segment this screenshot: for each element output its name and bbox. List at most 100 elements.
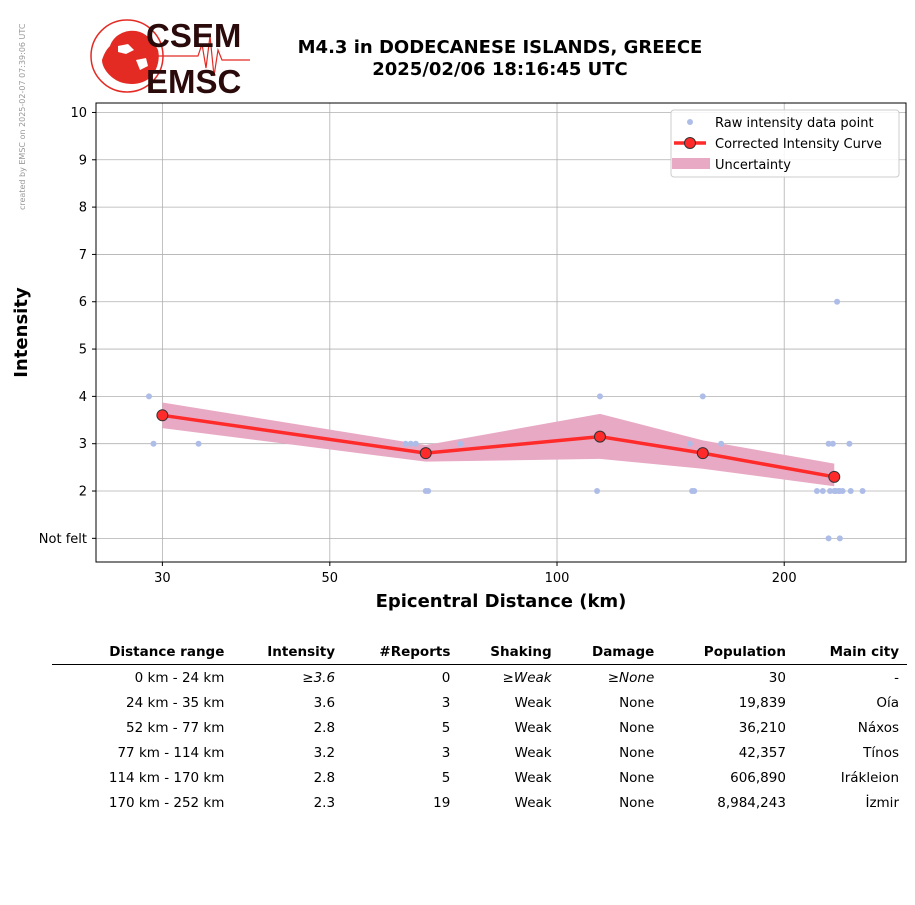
y-tick-label: 6 xyxy=(79,295,87,310)
cell-reports: 5 xyxy=(441,719,451,736)
table-row: 170 km - 252 km 2.3 19 Weak None 8,984,2… xyxy=(52,790,907,815)
cell-shaking: Weak xyxy=(514,719,552,736)
curve-marker xyxy=(593,430,606,443)
cell-range: 170 km - 252 km xyxy=(108,794,225,811)
plot-frame xyxy=(95,102,907,563)
y-tick-label: 10 xyxy=(70,106,87,121)
curve-marker xyxy=(828,470,841,483)
raw-data-point xyxy=(195,440,202,447)
legend-curve-label: Corrected Intensity Curve xyxy=(715,137,882,152)
legend-raw-marker xyxy=(687,119,693,125)
cell-range: 0 km - 24 km xyxy=(134,669,225,686)
header-intensity: Intensity xyxy=(232,640,344,665)
table-row: 0 km - 24 km ≥3.6 0 ≥Weak ≥None 30 - xyxy=(52,665,907,691)
cell-city: - xyxy=(894,669,899,686)
cell-reports: 3 xyxy=(441,744,451,761)
raw-data-point xyxy=(846,440,853,447)
raw-data-point xyxy=(407,440,414,447)
cell-shaking: Weak xyxy=(514,694,552,711)
cell-reports: 3 xyxy=(441,694,451,711)
header-damage: Damage xyxy=(559,640,663,665)
curve-marker xyxy=(156,409,169,422)
table-row: 52 km - 77 km 2.8 5 Weak None 36,210 Náx… xyxy=(52,715,907,740)
logo-seismogram-icon xyxy=(158,35,250,77)
y-tick-label: 5 xyxy=(79,343,87,358)
cell-intensity: 2.3 xyxy=(313,794,336,811)
emsc-logo: CSEM EMSC xyxy=(90,17,250,98)
y-tick-label: Not felt xyxy=(39,532,87,547)
table-header-row: Distance range Intensity #Reports Shakin… xyxy=(52,640,907,665)
raw-data-point xyxy=(457,440,464,447)
cell-damage: None xyxy=(619,694,655,711)
y-axis-label: Intensity xyxy=(11,287,32,378)
raw-data-point xyxy=(829,440,836,447)
legend-raw-label: Raw intensity data point xyxy=(715,116,874,131)
y-tick-label: 8 xyxy=(79,201,87,216)
x-tick-label: 50 xyxy=(322,571,339,586)
cell-population: 30 xyxy=(768,669,786,686)
cell-shaking: Weak xyxy=(514,769,552,786)
raw-data-point xyxy=(847,488,854,495)
header-shaking: Shaking xyxy=(458,640,560,665)
cell-city: Náxos xyxy=(857,719,899,736)
cell-intensity: ≥3.6 xyxy=(302,669,336,686)
raw-data-point xyxy=(825,535,832,542)
y-tick-label: 4 xyxy=(79,390,87,405)
uncertainty-band xyxy=(162,402,835,487)
x-axis-label: Epicentral Distance (km) xyxy=(376,591,627,612)
header-distance-range: Distance range xyxy=(52,640,233,665)
raw-data-point xyxy=(834,298,841,305)
raw-data-point xyxy=(425,488,432,495)
cell-population: 8,984,243 xyxy=(717,794,786,811)
raw-data-point xyxy=(686,440,693,447)
legend-box xyxy=(670,109,900,178)
raw-data-point xyxy=(718,440,725,447)
raw-data-point xyxy=(859,488,866,495)
legend-band-label: Uncertainty xyxy=(715,158,791,173)
cell-damage: None xyxy=(619,769,655,786)
cell-damage: None xyxy=(619,744,655,761)
cell-reports: 19 xyxy=(433,794,451,811)
cell-reports: 5 xyxy=(441,769,451,786)
y-tick-label: 3 xyxy=(79,437,87,452)
raw-data-point xyxy=(699,393,706,400)
cell-intensity: 2.8 xyxy=(313,719,336,736)
header-main-city: Main city xyxy=(793,640,907,665)
cell-city: Irákleion xyxy=(840,769,899,786)
cell-range: 24 km - 35 km xyxy=(126,694,225,711)
cell-city: Oía xyxy=(876,694,899,711)
raw-data-point xyxy=(836,535,843,542)
x-tick-label: 30 xyxy=(154,571,171,586)
cell-intensity: 3.2 xyxy=(313,744,336,761)
header-reports: #Reports xyxy=(343,640,459,665)
raw-data-point xyxy=(827,488,834,495)
cell-population: 606,890 xyxy=(730,769,786,786)
cell-damage: None xyxy=(619,719,655,736)
raw-data-point xyxy=(412,440,419,447)
cell-population: 36,210 xyxy=(738,719,786,736)
raw-data-point xyxy=(825,440,832,447)
curve-marker xyxy=(696,447,709,460)
intensity-chart: Not felt 2 3 4 5 6 7 8 9 10 30 50 100 200 Epicentral D… xyxy=(11,102,907,612)
header-population: Population xyxy=(662,640,794,665)
cell-range: 77 km - 114 km xyxy=(117,744,225,761)
cell-range: 114 km - 170 km xyxy=(108,769,225,786)
table-row: 24 km - 35 km 3.6 3 Weak None 19,839 Oía xyxy=(52,690,907,715)
cell-city: İzmir xyxy=(865,794,899,811)
raw-data-point xyxy=(150,440,157,447)
cell-reports: 0 xyxy=(441,669,451,686)
raw-data-point xyxy=(691,488,698,495)
cell-damage: None xyxy=(619,794,655,811)
cell-damage: ≥None xyxy=(607,669,655,686)
intensity-table: Distance range Intensity #Reports Shakin… xyxy=(52,640,907,815)
raw-data-point xyxy=(813,488,820,495)
title-line-event: M4.3 in DODECANESE ISLANDS, GREECE xyxy=(297,37,703,58)
logo-globe-icon xyxy=(102,30,159,84)
logo-top-text: CSEM xyxy=(146,17,241,54)
cell-shaking: Weak xyxy=(514,744,552,761)
logo-bottom-text: EMSC xyxy=(146,63,241,98)
curve-marker xyxy=(419,447,432,460)
x-tick-label: 100 xyxy=(545,571,570,586)
table-row: 114 km - 170 km 2.8 5 Weak None 606,890 … xyxy=(52,765,907,790)
cell-intensity: 2.8 xyxy=(313,769,336,786)
